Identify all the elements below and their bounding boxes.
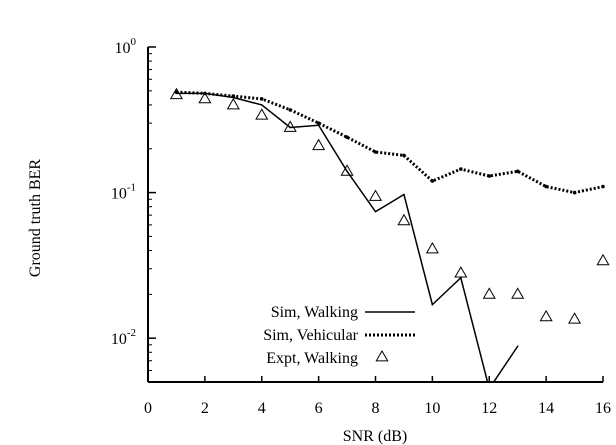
x-tick-label: 10 — [424, 400, 440, 417]
x-tick-label: 4 — [258, 400, 266, 417]
data-point — [487, 174, 492, 178]
data-point — [316, 121, 321, 125]
data-point-triangle — [368, 189, 383, 201]
legend-label: Expt, Walking — [266, 350, 358, 367]
series-3 — [169, 87, 610, 324]
data-point-triangle — [482, 287, 496, 299]
data-point — [488, 388, 490, 390]
y-tick-base: 10 — [111, 331, 127, 348]
data-point — [259, 97, 264, 101]
data-point-triangle — [198, 91, 212, 104]
data-point-triangle — [340, 164, 354, 176]
series-2 — [174, 90, 605, 195]
legend-label: Sim, Vehicular — [263, 327, 358, 344]
data-point — [289, 126, 291, 129]
data-point — [288, 108, 292, 112]
legend: Sim, Walking Sim, Vehicular Expt, Walking — [263, 304, 415, 367]
y-tick-exponent: -2 — [127, 327, 136, 339]
axes — [147, 47, 603, 383]
y-tick-label: 100 — [115, 36, 137, 57]
y-tick-base: 10 — [111, 186, 127, 203]
data-point — [373, 150, 378, 154]
data-point — [572, 190, 577, 195]
data-point — [345, 135, 349, 140]
data-point — [402, 153, 406, 158]
legend-swatch — [375, 349, 389, 362]
series-line — [176, 90, 604, 195]
data-point-triangle — [169, 87, 184, 100]
y-tick-label: 10-1 — [111, 182, 136, 203]
data-point-triangle — [454, 266, 468, 278]
data-point-triangle — [539, 309, 553, 322]
y-tick-exponent: -1 — [127, 182, 136, 194]
x-tick-label: 16 — [595, 400, 611, 417]
data-point — [459, 167, 463, 171]
data-point-triangle — [283, 120, 297, 132]
data-point — [231, 94, 236, 98]
data-point-triangle — [397, 213, 411, 226]
data-point — [260, 104, 263, 106]
x-tick-label: 14 — [538, 400, 554, 417]
x-tick-label: 0 — [144, 400, 152, 417]
x-tick-label: 8 — [372, 400, 380, 417]
y-tick-label: 10-2 — [111, 327, 136, 348]
data-point-triangle — [511, 287, 525, 299]
data-point-triangle — [596, 253, 610, 266]
data-point — [431, 303, 434, 306]
data-point-triangle — [255, 108, 269, 120]
data-point — [403, 193, 405, 196]
data-point — [515, 169, 520, 174]
y-tick-exponent: 0 — [131, 36, 137, 48]
data-point-triangle — [567, 312, 582, 324]
x-axis-label: SNR (dB) — [343, 428, 407, 445]
data-point — [601, 184, 605, 189]
y-axis-label: Ground truth BER — [27, 159, 44, 278]
data-point-triangle — [312, 138, 326, 151]
x-tick-label: 6 — [315, 400, 323, 417]
x-tick-label: 12 — [481, 400, 497, 417]
x-axis-ticks: 0 2 4 6 8 10 12 14 16 — [144, 376, 611, 417]
series-layer — [169, 87, 610, 390]
x-tick-label: 2 — [201, 400, 209, 417]
legend-label: Sim, Walking — [271, 304, 358, 321]
data-point — [544, 184, 548, 189]
data-point — [346, 170, 348, 173]
data-point-triangle — [226, 97, 240, 110]
data-point-triangle — [425, 241, 439, 254]
y-tick-base: 10 — [115, 40, 131, 57]
data-point — [430, 179, 435, 183]
data-point — [516, 345, 519, 348]
data-point — [374, 210, 377, 213]
